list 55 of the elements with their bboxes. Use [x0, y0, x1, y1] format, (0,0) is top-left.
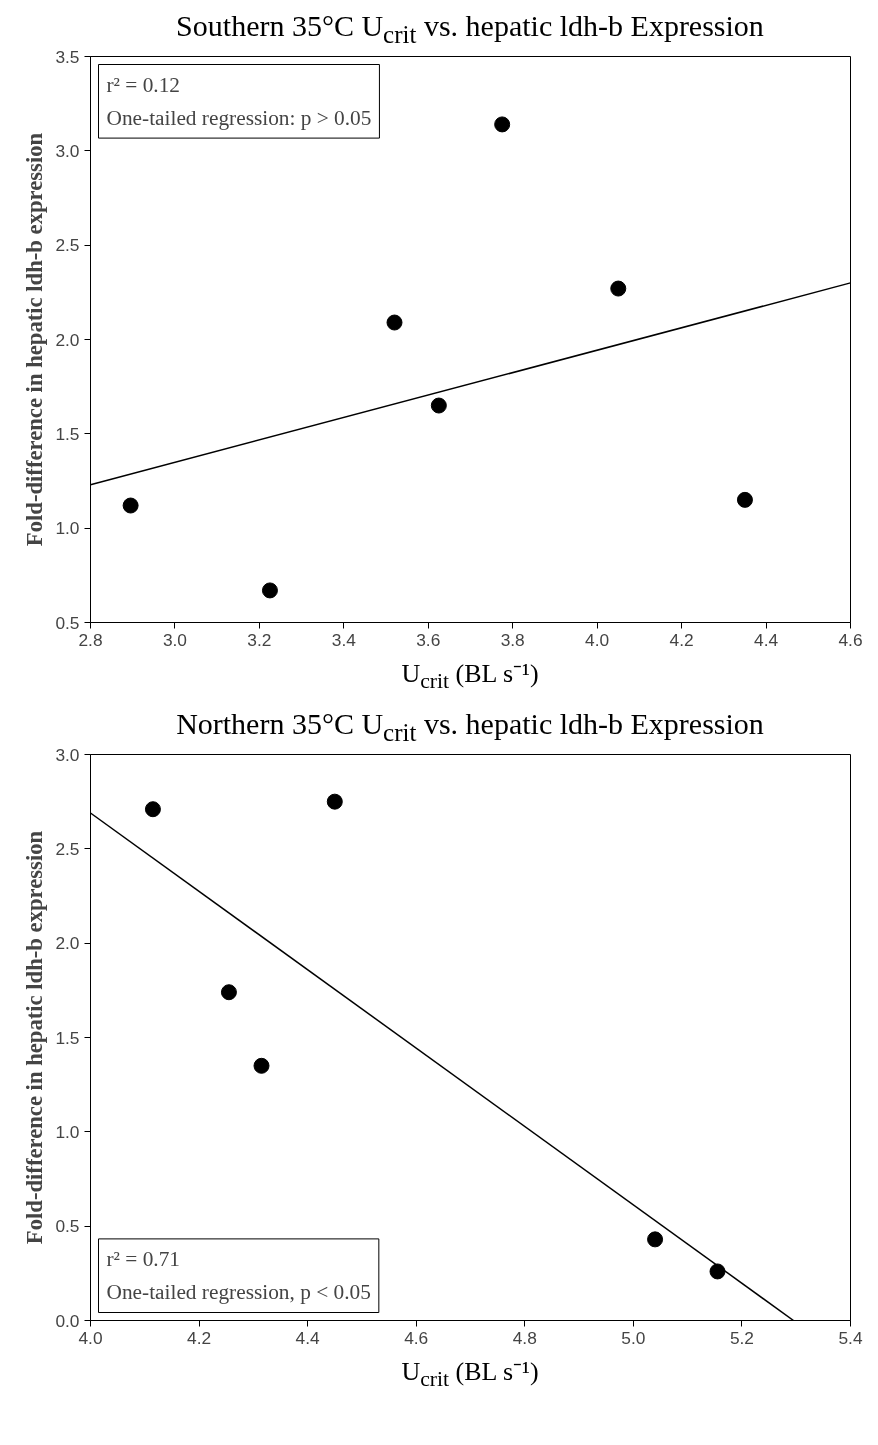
y-tick-label: 2.5 — [55, 838, 80, 859]
point — [709, 1263, 726, 1280]
x-tick-label: 5.4 — [838, 1327, 863, 1348]
x-tick-label: 4.2 — [669, 629, 694, 650]
x-tick-label: 4.8 — [512, 1327, 537, 1348]
y-tick-label: 1.5 — [55, 423, 80, 444]
x-tick-label: 3.4 — [331, 629, 357, 650]
point — [261, 582, 278, 599]
point — [386, 314, 403, 331]
x-axis-title: U$_{crit}$ (BL s⁻¹) — [401, 658, 539, 696]
y-tick-label: 3.5 — [55, 46, 80, 67]
y-tick-label: 0.0 — [55, 1310, 80, 1331]
x-tick-label: 4.4 — [754, 629, 779, 650]
x-tick-label: 3.6 — [416, 629, 441, 650]
x-tick-label: 3.0 — [162, 629, 187, 650]
annotation: One-tailed regression: p > 0.05 — [106, 106, 372, 131]
x-tick-label: 4.4 — [295, 1327, 321, 1348]
point — [736, 491, 753, 508]
point — [220, 984, 237, 1001]
y-tick-label: 2.0 — [55, 329, 80, 350]
y-tick-label: 3.0 — [55, 744, 80, 765]
point — [494, 116, 511, 133]
x-tick-label: 4.0 — [78, 1327, 103, 1348]
y-axis-title: Fold-difference in hepatic ldh-b expression — [22, 132, 48, 547]
y-axis-title: Fold-difference in hepatic ldh-b expression — [22, 830, 48, 1245]
x-tick-label: 5.0 — [621, 1327, 646, 1348]
y-tick-label: 2.0 — [55, 933, 80, 954]
point — [430, 397, 447, 414]
chart-title: Northern 35°C U$_{crit}$ vs. hepatic ldh-b Expression — [176, 706, 764, 748]
point — [647, 1231, 664, 1248]
x-tick-label: 2.8 — [78, 629, 103, 650]
y-tick-label: 3.0 — [55, 140, 80, 161]
point — [326, 793, 343, 810]
point — [122, 497, 139, 514]
x-tick-label: 3.2 — [247, 629, 272, 650]
x-tick-label: 5.2 — [729, 1327, 754, 1348]
annotation: r² = 0.71 — [106, 1246, 181, 1271]
y-tick-label: 0.5 — [55, 612, 80, 633]
x-tick-label: 4.0 — [585, 629, 610, 650]
x-tick-label: 3.8 — [500, 629, 525, 650]
point — [610, 280, 627, 297]
y-tick-label: 2.5 — [55, 235, 80, 256]
x-tick-label: 4.6 — [838, 629, 863, 650]
annotation: One-tailed regression, p < 0.05 — [106, 1280, 371, 1305]
point — [144, 801, 161, 818]
y-tick-label: 1.0 — [55, 518, 80, 539]
y-tick-label: 0.5 — [55, 1216, 80, 1237]
x-tick-label: 4.6 — [404, 1327, 429, 1348]
chart-title: Southern 35°C U$_{crit}$ vs. hepatic ldh-b Expression — [176, 8, 764, 50]
y-tick-label: 1.0 — [55, 1121, 80, 1142]
point — [253, 1057, 270, 1074]
y-tick-label: 1.5 — [55, 1027, 80, 1048]
x-tick-label: 4.2 — [187, 1327, 212, 1348]
x-axis-title: U$_{crit}$ (BL s⁻¹) — [401, 1356, 539, 1394]
annotation: r² = 0.12 — [106, 72, 181, 97]
